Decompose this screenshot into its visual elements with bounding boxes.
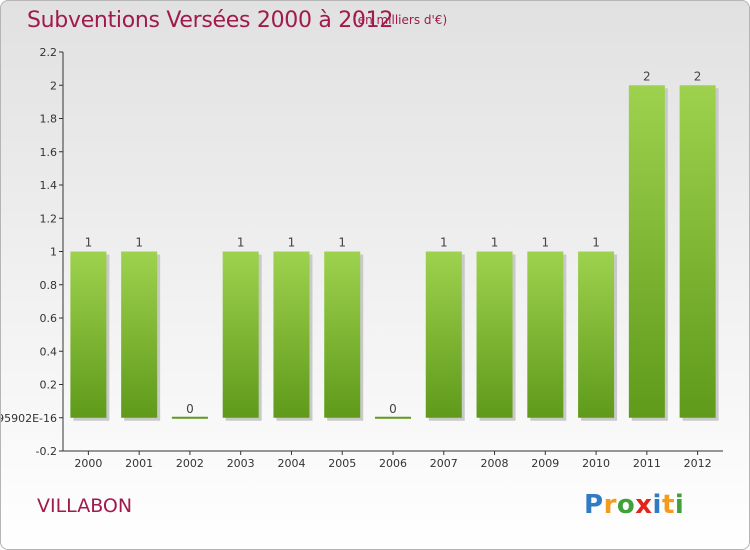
y-tick-label: -0.2 — [36, 445, 57, 458]
y-tick-label: 1.2 — [40, 212, 58, 225]
logo-letter: x — [635, 490, 653, 520]
data-label: 2 — [694, 69, 702, 83]
y-tick-label: 1.4 — [40, 179, 58, 192]
bar — [425, 251, 462, 418]
bar — [527, 251, 564, 418]
logo-letter: o — [616, 490, 636, 520]
data-label: 2 — [643, 69, 651, 83]
data-label: 1 — [440, 236, 448, 250]
bar — [222, 251, 259, 418]
data-label: 1 — [592, 236, 600, 250]
y-tick-label: 2 — [50, 79, 57, 92]
y-tick-label: -1.5265566588595902E-16 — [1, 412, 57, 425]
bar — [70, 251, 107, 418]
logo-letter: t — [661, 490, 675, 520]
x-tick-label: 2008 — [481, 457, 509, 470]
x-tick-label: 2000 — [74, 457, 102, 470]
y-tick-label: 1 — [50, 246, 57, 259]
x-tick-label: 2003 — [227, 457, 255, 470]
chart-title: Subventions Versées 2000 à 2012 — [27, 8, 394, 33]
y-tick-label: 0.2 — [40, 379, 58, 392]
x-tick-label: 2002 — [176, 457, 204, 470]
chart-subtitle: (en milliers d'€) — [353, 13, 448, 27]
x-tick-label: 2010 — [582, 457, 610, 470]
data-label: 1 — [338, 236, 346, 250]
bar — [679, 85, 716, 418]
x-tick-label: 2009 — [531, 457, 559, 470]
bar — [273, 251, 310, 418]
bar — [171, 416, 208, 419]
y-tick-label: 0.8 — [40, 279, 58, 292]
x-tick-label: 2004 — [277, 457, 305, 470]
data-label: 0 — [389, 402, 397, 416]
bar — [324, 251, 361, 418]
x-tick-label: 2012 — [684, 457, 712, 470]
bar — [121, 251, 158, 418]
proxiti-logo: Proxiti — [584, 490, 684, 520]
x-tick-label: 2005 — [328, 457, 356, 470]
bar — [578, 251, 615, 418]
bar — [476, 251, 513, 418]
x-tick-label: 2001 — [125, 457, 153, 470]
data-label: 1 — [491, 236, 499, 250]
data-label: 1 — [541, 236, 549, 250]
commune-name: VILLABON — [37, 495, 133, 517]
data-label: 0 — [186, 402, 194, 416]
x-tick-label: 2007 — [430, 457, 458, 470]
y-tick-label: 0.4 — [40, 345, 58, 358]
y-tick-label: 0.6 — [40, 312, 58, 325]
y-tick-label: 1.8 — [40, 113, 58, 126]
logo-letter: r — [603, 490, 617, 520]
x-tick-label: 2011 — [633, 457, 661, 470]
y-tick-label: 2.2 — [40, 46, 58, 59]
data-label: 1 — [85, 236, 93, 250]
bar — [628, 85, 665, 418]
data-label: 1 — [135, 236, 143, 250]
logo-letter: i — [674, 490, 685, 520]
y-tick-label: 1.6 — [40, 146, 58, 159]
data-label: 1 — [237, 236, 245, 250]
bar — [375, 416, 411, 419]
logo-letter: i — [652, 490, 662, 520]
logo-letter: P — [584, 490, 604, 520]
data-label: 1 — [288, 236, 296, 250]
x-tick-label: 2006 — [379, 457, 407, 470]
